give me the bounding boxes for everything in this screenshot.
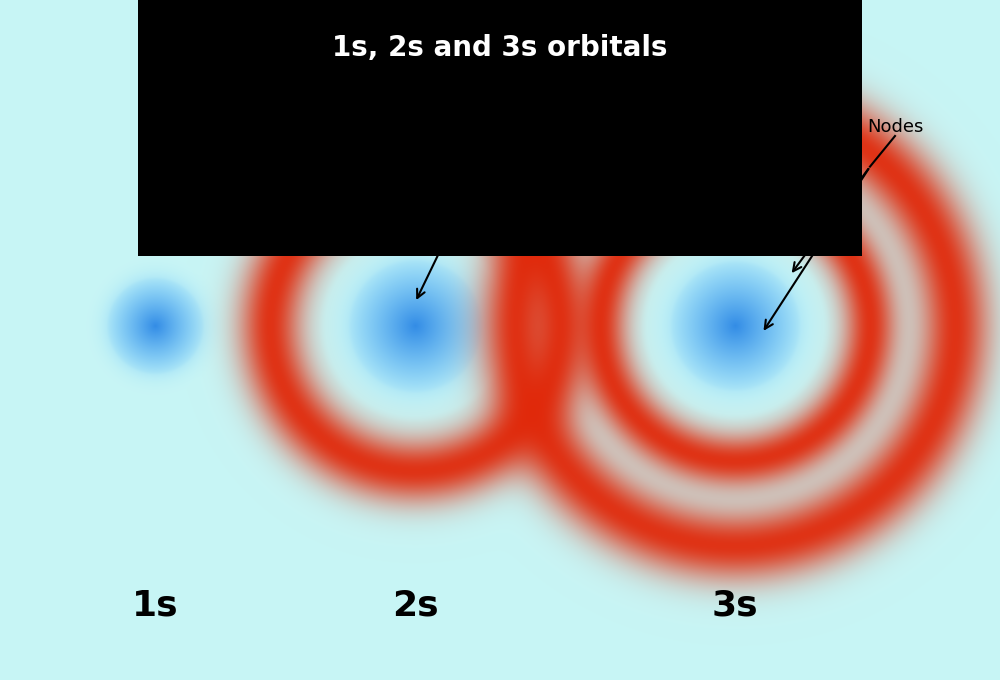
Text: 1s: 1s xyxy=(132,588,178,622)
Text: 2s: 2s xyxy=(392,588,438,622)
Text: 3s: 3s xyxy=(712,588,758,622)
Text: Node: Node xyxy=(417,118,524,298)
Text: Nodes: Nodes xyxy=(867,118,923,136)
Text: 1s, 2s and 3s orbitals: 1s, 2s and 3s orbitals xyxy=(332,33,668,62)
